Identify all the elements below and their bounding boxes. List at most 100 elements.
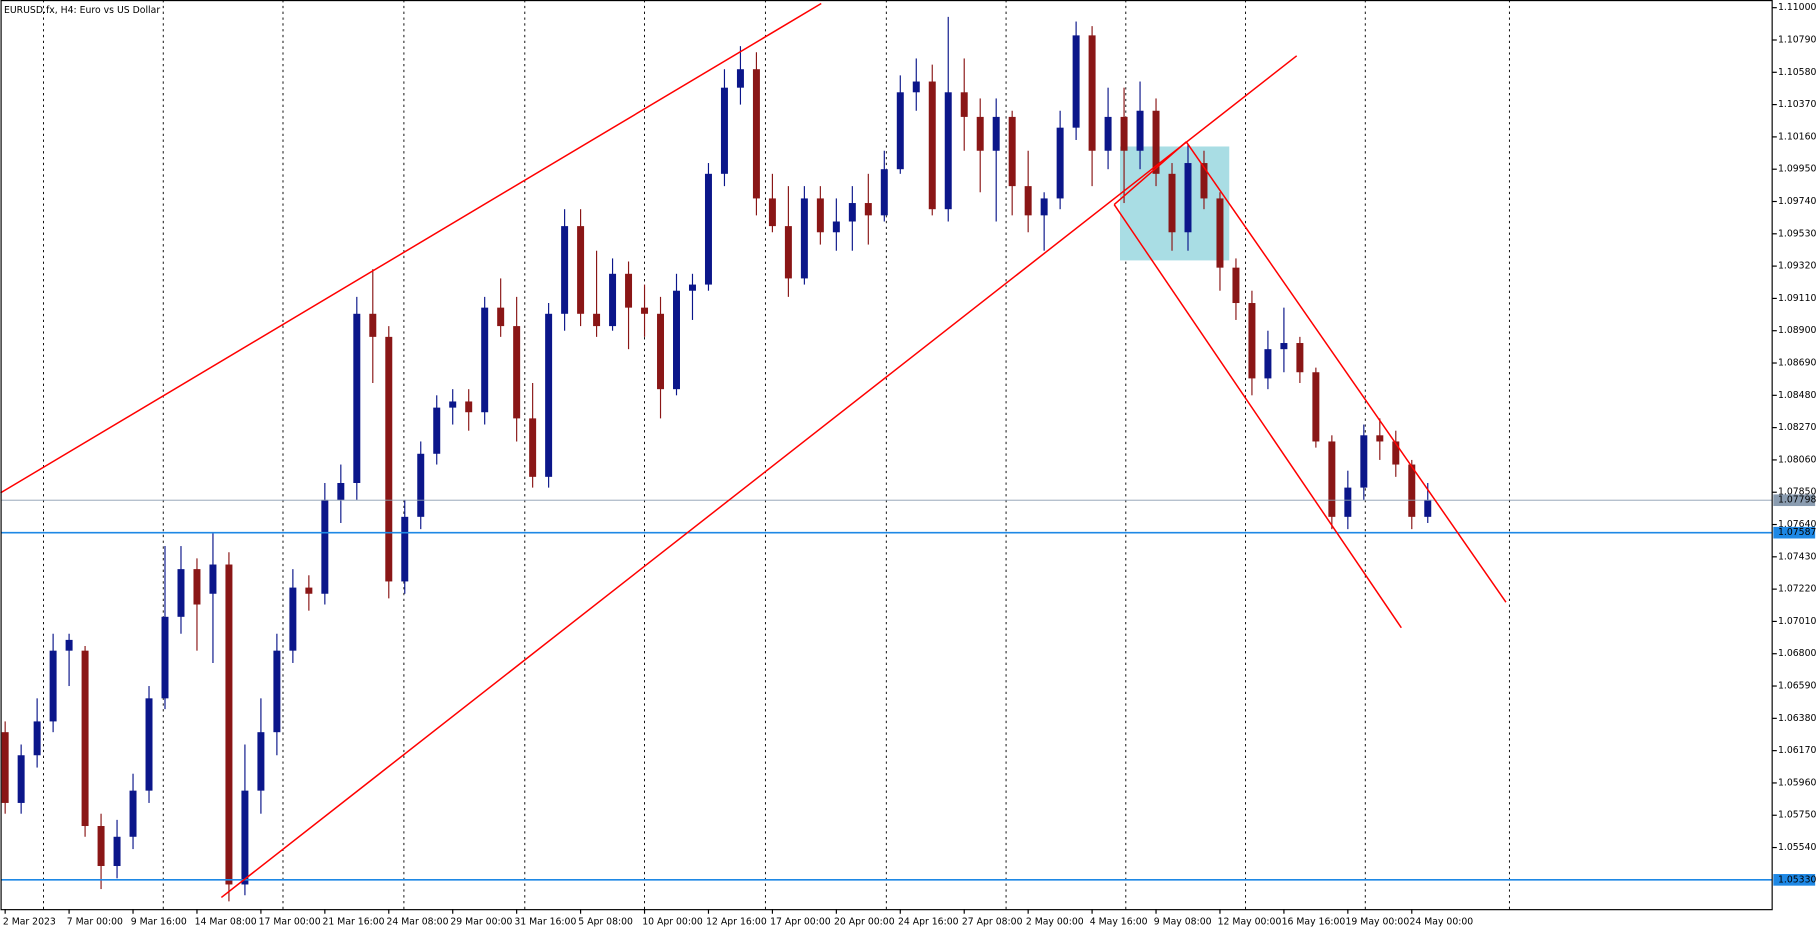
candle-body xyxy=(1072,35,1080,128)
candle-body xyxy=(944,92,952,210)
candle-body xyxy=(593,313,601,327)
candle-body xyxy=(65,639,73,651)
candle-body xyxy=(657,313,665,390)
trend-line xyxy=(1185,141,1507,603)
candle-body xyxy=(449,401,457,408)
y-tick-label: 1.08690 xyxy=(1778,358,1817,369)
candle-body xyxy=(928,81,936,210)
candle-body xyxy=(353,313,361,483)
y-tick-label: 1.08900 xyxy=(1778,325,1817,336)
candle-body xyxy=(736,69,744,88)
candle-body xyxy=(97,826,105,867)
candle-body xyxy=(385,336,393,582)
x-tick-label: 5 Apr 08:00 xyxy=(578,916,633,927)
candle-body xyxy=(673,290,680,390)
candle-body xyxy=(1104,116,1112,151)
candle-body xyxy=(1328,441,1336,517)
candle-body xyxy=(161,616,169,699)
candle-body xyxy=(1424,499,1432,517)
x-tick-label: 16 May 16:00 xyxy=(1282,916,1346,927)
candle-body xyxy=(1248,303,1256,379)
y-tick-label: 1.07220 xyxy=(1778,584,1817,595)
candle-body xyxy=(17,755,25,803)
y-tick-label: 1.06170 xyxy=(1778,745,1817,756)
y-tick-label: 1.08270 xyxy=(1778,422,1817,433)
price-label: 1.07587 xyxy=(1778,527,1817,538)
candle-body xyxy=(1344,487,1352,517)
candle-body xyxy=(145,698,153,791)
candle-body xyxy=(1408,464,1416,517)
x-tick-label: 10 Apr 00:00 xyxy=(642,916,703,927)
candle-body xyxy=(1312,372,1320,442)
candle-body xyxy=(1232,267,1240,304)
y-tick-label: 1.09950 xyxy=(1778,164,1817,175)
candle-body xyxy=(816,198,824,233)
candle-body xyxy=(720,87,728,174)
candle-body xyxy=(912,81,920,93)
candle-body xyxy=(513,326,521,419)
candle-body xyxy=(800,198,808,279)
axes: 1.11000 1.10790 1.10580 1.10370 1.10160 1.099… xyxy=(3,2,1817,927)
candle-body xyxy=(49,650,57,722)
y-tick-label: 1.10160 xyxy=(1778,131,1817,142)
y-tick-label: 1.09110 xyxy=(1778,293,1817,304)
candle-body xyxy=(497,307,505,327)
candle-body xyxy=(177,569,185,617)
candle-body xyxy=(561,226,569,314)
trend-line xyxy=(0,2,822,494)
candle-body xyxy=(257,732,265,791)
x-tick-label: 12 May 00:00 xyxy=(1218,916,1282,927)
y-tick-label: 1.07850 xyxy=(1778,487,1817,498)
x-tick-label: 4 May 16:00 xyxy=(1090,916,1148,927)
y-tick-label: 1.05540 xyxy=(1778,842,1817,853)
candle-body xyxy=(1120,116,1128,151)
y-tick-label: 1.10790 xyxy=(1778,34,1817,45)
candle-body xyxy=(577,226,585,314)
candle-body xyxy=(289,587,297,651)
x-tick-label: 24 Mar 08:00 xyxy=(386,916,448,927)
candle-body xyxy=(113,836,121,867)
candle-body xyxy=(688,284,696,291)
vertical-grid xyxy=(43,0,1510,910)
candle-body xyxy=(768,198,776,227)
candle-body xyxy=(1296,343,1304,373)
candle-body xyxy=(1008,116,1016,187)
candle-body xyxy=(417,453,425,517)
y-tick-label: 1.06590 xyxy=(1778,681,1817,692)
x-tick-label: 20 Apr 00:00 xyxy=(834,916,895,927)
candle-body xyxy=(81,650,89,827)
candle-body xyxy=(129,790,137,837)
x-tick-label: 2 Mar 2023 xyxy=(3,916,56,927)
candle-body xyxy=(641,307,649,314)
y-tick-label: 1.06380 xyxy=(1778,713,1817,724)
candle-body xyxy=(896,92,904,170)
x-tick-label: 31 Mar 16:00 xyxy=(514,916,576,927)
y-tick-label: 1.10370 xyxy=(1778,99,1817,110)
plot-frame xyxy=(0,0,1773,911)
price-label-box xyxy=(1773,494,1816,507)
x-tick-label: 19 May 00:00 xyxy=(1346,916,1410,927)
y-tick-label: 1.10580 xyxy=(1778,67,1817,78)
y-tick-label: 1.05750 xyxy=(1778,810,1817,821)
candle-body xyxy=(273,650,281,733)
x-tick-label: 17 Mar 00:00 xyxy=(259,916,321,927)
x-tick-label: 21 Mar 16:00 xyxy=(323,916,385,927)
y-tick-label: 1.09740 xyxy=(1778,196,1817,207)
candle-body xyxy=(465,401,473,413)
x-tick-label: 9 Mar 16:00 xyxy=(131,916,187,927)
candle-body xyxy=(1184,163,1192,233)
y-tick-label: 1.05960 xyxy=(1778,777,1817,788)
y-tick-label: 1.06800 xyxy=(1778,648,1817,659)
candle-body xyxy=(1024,186,1032,216)
candle-body xyxy=(704,173,712,285)
price-label-box xyxy=(1773,526,1816,539)
plot xyxy=(0,16,1773,902)
y-tick-label: 1.07640 xyxy=(1778,519,1817,530)
price-label: 1.07798 xyxy=(1778,495,1817,506)
candle-body xyxy=(337,482,345,500)
candle-body xyxy=(1376,435,1384,442)
y-tick-label: 1.09320 xyxy=(1778,261,1817,272)
candle-body xyxy=(33,721,41,756)
